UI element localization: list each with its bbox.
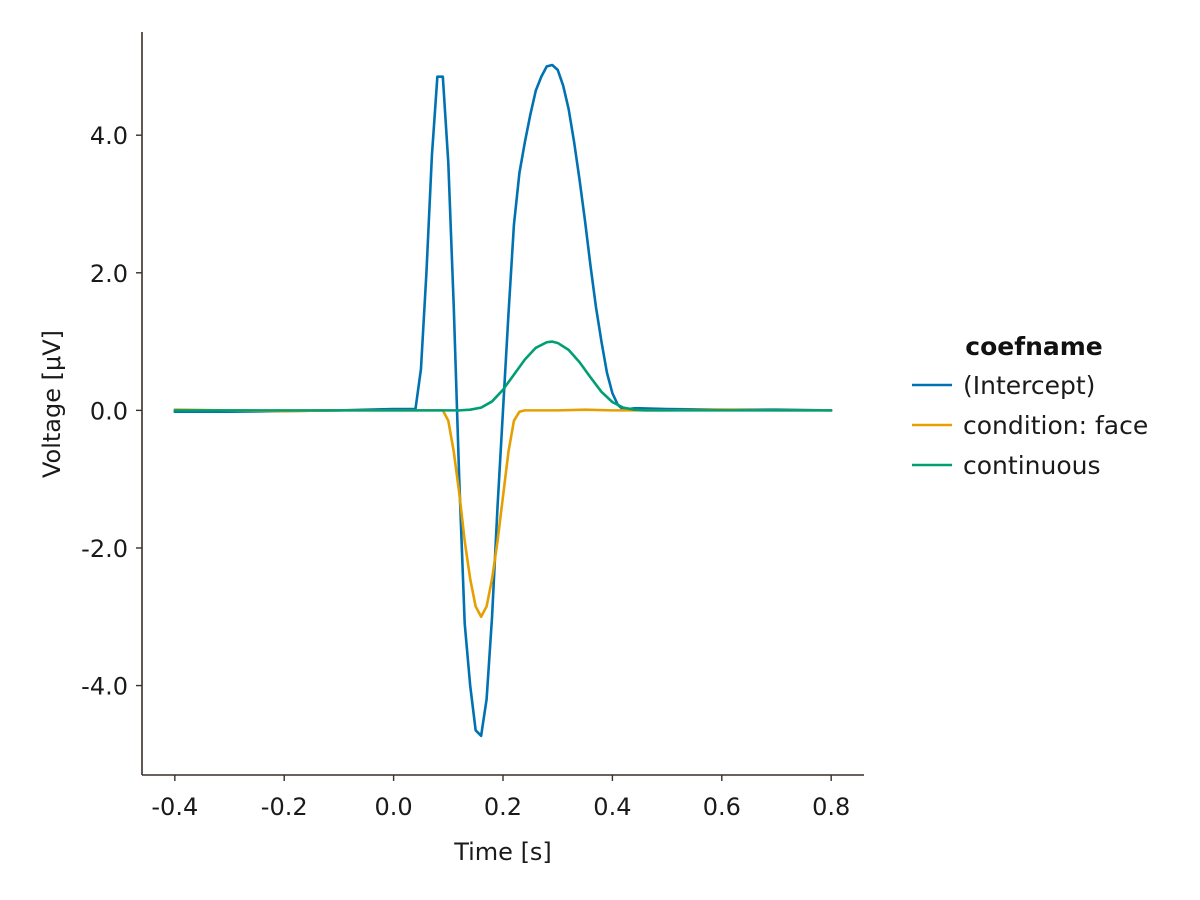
x-axis-ticks: -0.4 -0.2 0.0 0.2 0.4 0.6 0.8	[151, 775, 850, 821]
x-tick-label: -0.4	[151, 793, 198, 821]
series-lines	[173, 63, 833, 738]
x-tick-label: 0.8	[812, 793, 850, 821]
series-line-intercept	[173, 63, 833, 738]
y-axis-label: Voltage [μV]	[38, 330, 66, 478]
legend-label-continuous: continuous	[963, 451, 1101, 480]
y-tick-label: 0.0	[90, 397, 128, 425]
y-axis-ticks: -4.0 -2.0 0.0 2.0 4.0	[81, 122, 142, 701]
y-tick-label: -4.0	[81, 673, 128, 701]
x-tick-label: -0.2	[261, 793, 308, 821]
x-tick-label: 0.4	[593, 793, 631, 821]
series-line-condition-face	[173, 408, 833, 619]
legend-label-intercept: (Intercept)	[963, 371, 1095, 400]
y-tick-label: -2.0	[81, 535, 128, 563]
plot-area: -0.4 -0.2 0.0 0.2 0.4 0.6 0.8 -4.0 -2.0 0.0 2.0 4.…	[81, 32, 864, 821]
x-tick-label: 0.0	[375, 793, 413, 821]
y-tick-label: 2.0	[90, 260, 128, 288]
legend-title: coefname	[965, 332, 1103, 361]
series-line-continuous	[173, 340, 833, 412]
legend-items: (Intercept) condition: face continuous	[912, 371, 1148, 480]
y-tick-label: 4.0	[90, 122, 128, 150]
legend-label-condition-face: condition: face	[963, 411, 1148, 440]
x-axis-label: Time [s]	[453, 838, 552, 866]
x-tick-label: 0.6	[703, 793, 741, 821]
legend: coefname (Intercept) condition: face conti…	[912, 332, 1148, 480]
x-tick-label: 0.2	[484, 793, 522, 821]
